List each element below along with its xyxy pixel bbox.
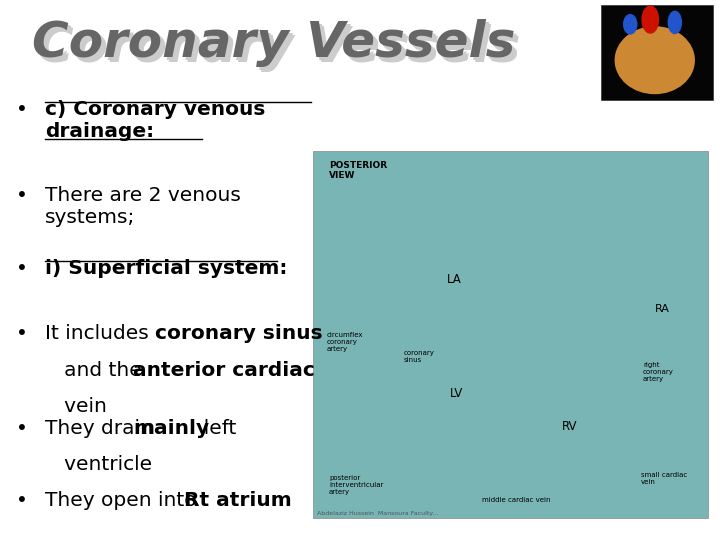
Text: •: • <box>16 491 27 510</box>
Text: •: • <box>16 324 27 343</box>
Text: Coronary Vessels: Coronary Vessels <box>37 24 521 72</box>
Text: left: left <box>191 418 236 437</box>
Text: anterior cardiac: anterior cardiac <box>133 361 315 380</box>
Text: There are 2 venous
systems;: There are 2 venous systems; <box>45 186 240 227</box>
Text: Coronary Vessels: Coronary Vessels <box>32 19 516 67</box>
Ellipse shape <box>667 11 682 34</box>
Text: They open into: They open into <box>45 491 202 510</box>
Text: and the: and the <box>45 361 148 380</box>
Text: They drain: They drain <box>45 418 166 437</box>
Text: small cardiac
vein: small cardiac vein <box>641 471 687 484</box>
Text: circumflex
coronary
artery: circumflex coronary artery <box>326 332 363 352</box>
Text: vein: vein <box>45 397 107 416</box>
Text: c) Coronary venous
drainage:: c) Coronary venous drainage: <box>45 100 265 141</box>
Text: •: • <box>16 418 27 437</box>
Text: •: • <box>16 186 27 205</box>
Text: •: • <box>16 100 27 119</box>
Text: Coronary Vessels: Coronary Vessels <box>35 22 518 70</box>
Text: ventricle: ventricle <box>45 455 152 474</box>
Text: middle cardiac vein: middle cardiac vein <box>482 497 551 503</box>
Text: RV: RV <box>562 420 577 433</box>
Ellipse shape <box>623 14 637 35</box>
Ellipse shape <box>615 26 695 94</box>
Text: right
coronary
artery: right coronary artery <box>643 361 674 382</box>
Text: mainly: mainly <box>133 418 210 437</box>
Text: RA: RA <box>655 304 670 314</box>
Text: LV: LV <box>450 387 463 400</box>
Text: •: • <box>16 259 27 278</box>
Text: LA: LA <box>446 273 461 286</box>
FancyBboxPatch shape <box>601 5 713 100</box>
Text: POSTERIOR
VIEW: POSTERIOR VIEW <box>329 161 387 180</box>
Text: It includes: It includes <box>45 324 155 343</box>
Text: Rt atrium: Rt atrium <box>184 491 292 510</box>
Text: i) Superficial system:: i) Superficial system: <box>45 259 287 278</box>
Text: coronary
sinus: coronary sinus <box>403 350 434 363</box>
Ellipse shape <box>642 5 660 34</box>
Text: posterior
interventricular
artery: posterior interventricular artery <box>329 475 384 495</box>
Text: coronary sinus: coronary sinus <box>155 324 323 343</box>
FancyBboxPatch shape <box>313 151 708 518</box>
Text: Abdelaziz Hussein  Mansoura Faculty...: Abdelaziz Hussein Mansoura Faculty... <box>317 511 438 516</box>
